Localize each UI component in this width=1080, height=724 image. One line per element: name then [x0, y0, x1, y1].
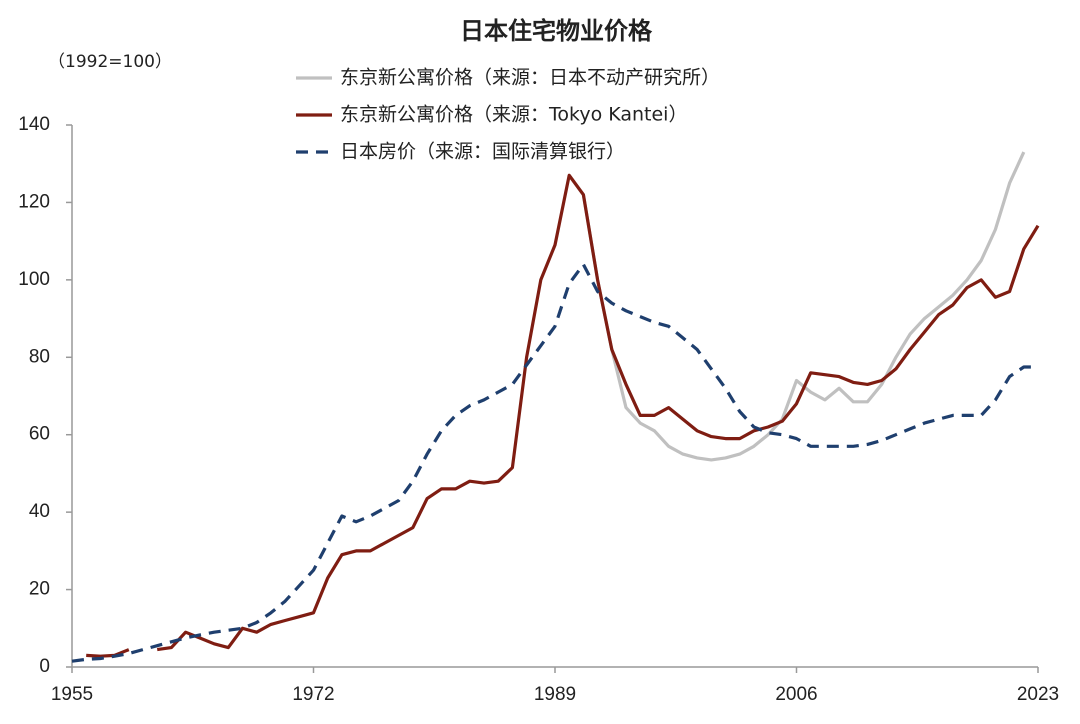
y-tick-label: 100 [18, 269, 50, 290]
legend-label: 东京新公寓价格（来源：日本不动产研究所） [340, 67, 720, 89]
y-tick-label: 140 [18, 114, 50, 135]
series-line [567, 151, 1026, 462]
series-line [86, 173, 1040, 658]
y-tick-label: 80 [29, 346, 50, 367]
legend-label: 东京新公寓价格（来源：Tokyo Kantei） [340, 104, 687, 126]
y-tick-label: 0 [39, 656, 50, 677]
y-tick-label: 40 [29, 501, 50, 522]
legend-label: 日本房价（来源：国际清算银行） [340, 141, 625, 163]
x-tick-label: 2006 [775, 684, 817, 705]
chart-title: 日本住宅物业价格 [460, 17, 653, 45]
unit-note: （1992=100） [48, 52, 172, 72]
x-tick-label: 2023 [1017, 684, 1059, 705]
x-tick-label: 1989 [534, 684, 576, 705]
y-tick-label: 120 [18, 191, 50, 212]
x-tick-label: 1972 [292, 684, 334, 705]
x-tick-label: 1955 [51, 684, 93, 705]
series-line [71, 262, 1038, 663]
y-tick-label: 60 [29, 424, 50, 445]
y-tick-label: 20 [29, 579, 50, 600]
